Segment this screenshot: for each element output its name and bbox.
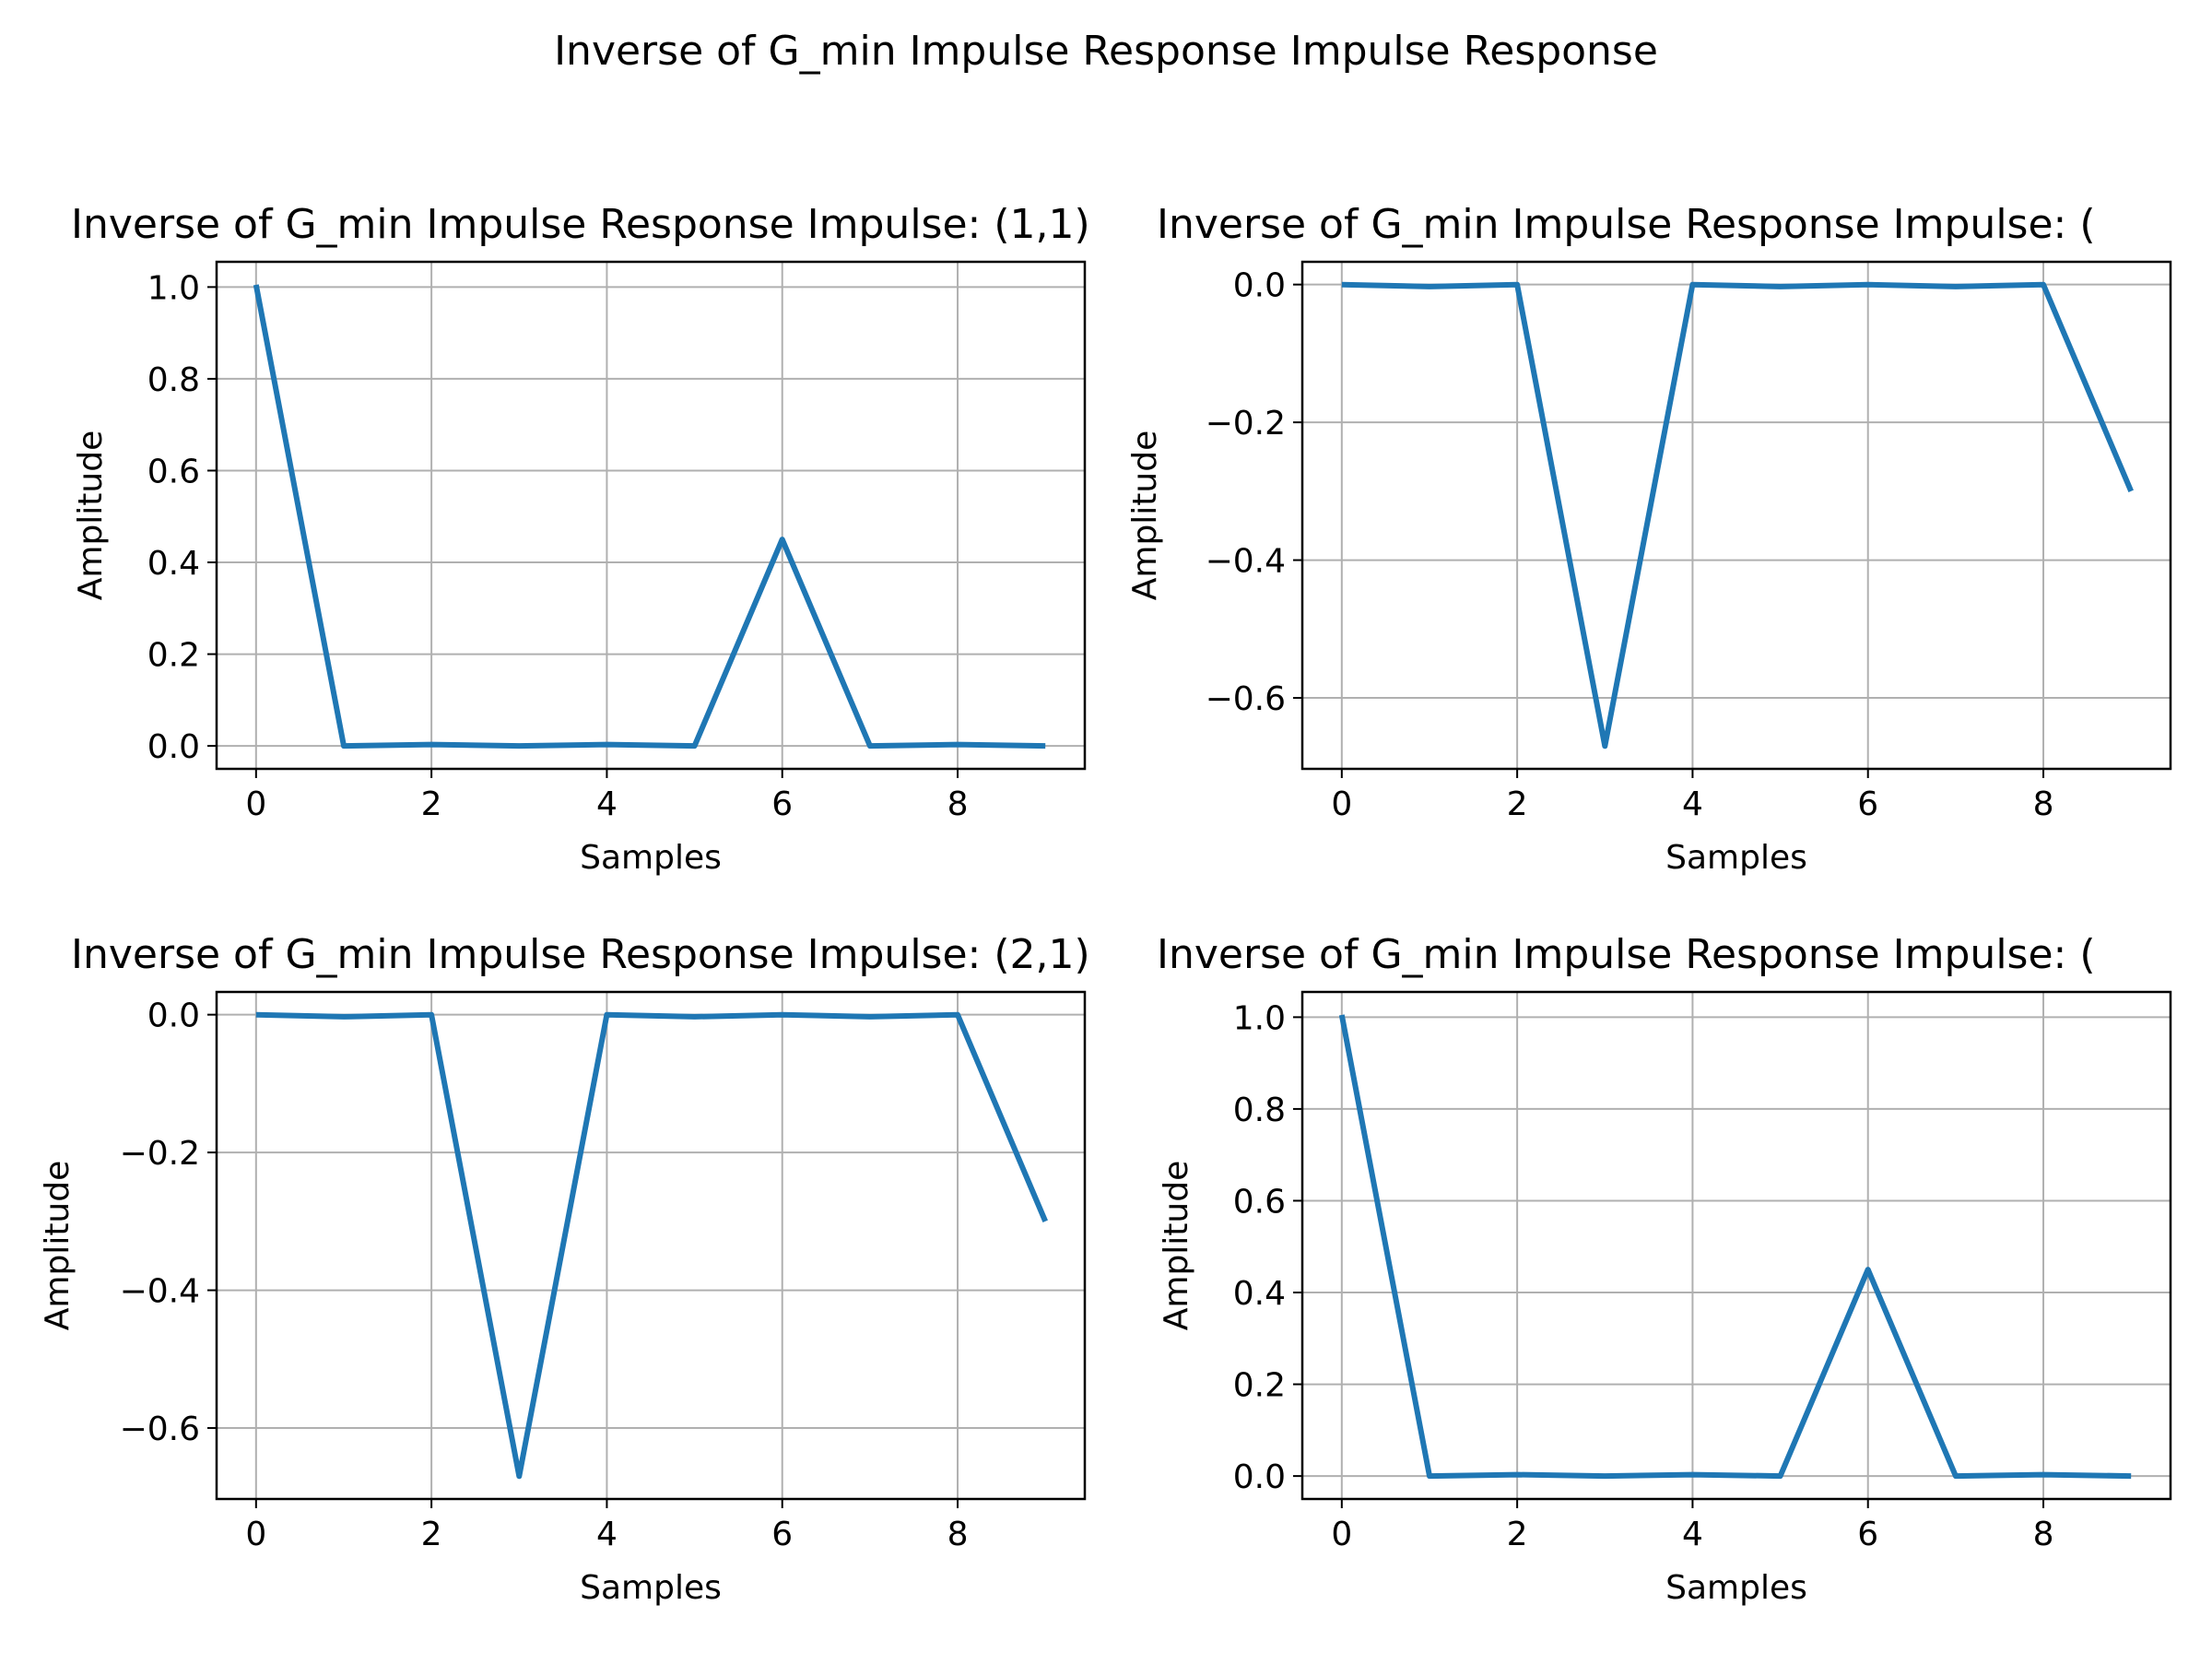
y-tick-label: −0.6 xyxy=(120,1410,200,1448)
y-tick-label: 1.0 xyxy=(147,269,200,307)
x-tick-label: 0 xyxy=(245,785,266,823)
x-tick-label: 8 xyxy=(947,1516,969,1553)
axes-frame xyxy=(1300,990,2172,1501)
x-tick-label: 4 xyxy=(1682,785,1703,823)
x-tick-label: 8 xyxy=(2033,785,2054,823)
y-tick-label: 0.0 xyxy=(147,997,200,1035)
y-tick-label: 0.2 xyxy=(1233,1367,1286,1405)
y-tick-label: 0.0 xyxy=(1233,267,1286,305)
y-tick-label: −0.4 xyxy=(120,1273,200,1311)
subplot-2: 0 2 4 6 8 0.0 −0.2 −0.4 −0.6 Inverse of G_min Imp… xyxy=(1126,201,2172,877)
y-tick-label: −0.2 xyxy=(1206,405,1286,443)
x-tick-label: 8 xyxy=(947,785,969,823)
x-tick-label: 0 xyxy=(245,1516,266,1553)
y-axis-label: Amplitude xyxy=(1158,1161,1195,1330)
y-tick-label: −0.4 xyxy=(1206,543,1286,581)
x-tick-label: 8 xyxy=(2033,1516,2054,1553)
y-tick-label: 0.4 xyxy=(1233,1275,1286,1313)
x-tick-label: 0 xyxy=(1331,1516,1352,1553)
x-axis-label: Samples xyxy=(1665,1569,1807,1607)
x-tick-label: 2 xyxy=(1507,785,1528,823)
x-tick-label: 4 xyxy=(596,1516,618,1553)
y-tick-label: 0.6 xyxy=(147,453,200,490)
subplot-title: Inverse of G_min Impulse Response Impuls… xyxy=(71,931,1090,978)
y-tick-label: 0.8 xyxy=(1233,1092,1286,1129)
y-tick-label: 0.4 xyxy=(147,545,200,583)
y-tick-label: −0.6 xyxy=(1206,680,1286,718)
y-tick-label: 0.8 xyxy=(147,361,200,399)
figure-suptitle: Inverse of G_min Impulse Response Impuls… xyxy=(554,28,1658,75)
x-axis-label: Samples xyxy=(580,839,722,877)
x-tick-label: 4 xyxy=(596,785,618,823)
y-tick-label: 0.2 xyxy=(147,637,200,675)
x-tick-label: 2 xyxy=(421,785,442,823)
subplot-4: 0 2 4 6 8 0.0 0.2 0.4 0.6 0.8 1.0 Inverse of G_min … xyxy=(1157,931,2172,1607)
y-tick-label: 0.0 xyxy=(147,728,200,766)
x-tick-label: 6 xyxy=(771,785,793,823)
subplot-1: 0 2 4 6 8 0.0 0.2 0.4 0.6 0.8 1.0 Inverse of G_min … xyxy=(71,201,1090,877)
y-tick-label: −0.2 xyxy=(120,1135,200,1173)
axes-frame xyxy=(215,990,1087,1501)
y-axis-label: Amplitude xyxy=(72,431,110,600)
y-tick-label: 0.0 xyxy=(1233,1458,1286,1496)
y-axis-label: Amplitude xyxy=(39,1161,76,1330)
y-axis-label: Amplitude xyxy=(1126,431,1164,600)
x-tick-label: 4 xyxy=(1682,1516,1703,1553)
subplot-title: Inverse of G_min Impulse Response Impuls… xyxy=(1157,201,2096,248)
subplot-title: Inverse of G_min Impulse Response Impuls… xyxy=(1157,931,2096,978)
axes-frame xyxy=(215,260,1087,771)
x-axis-label: Samples xyxy=(1665,839,1807,877)
series-line xyxy=(1338,1014,2132,1480)
x-tick-label: 6 xyxy=(1857,1516,1878,1553)
series-line xyxy=(1341,281,2134,749)
x-axis-label: Samples xyxy=(580,1569,722,1607)
x-tick-label: 6 xyxy=(1857,785,1878,823)
x-tick-label: 2 xyxy=(421,1516,442,1553)
y-tick-label: 0.6 xyxy=(1233,1183,1286,1221)
axes-frame xyxy=(1300,260,2172,771)
y-tick-label: 1.0 xyxy=(1233,999,1286,1037)
subplot-title: Inverse of G_min Impulse Response Impuls… xyxy=(71,201,1090,248)
subplot-3: 0 2 4 6 8 0.0 −0.2 −0.4 −0.6 Inverse of G_min Imp… xyxy=(39,931,1090,1607)
x-tick-label: 0 xyxy=(1331,785,1352,823)
series-line xyxy=(253,284,1046,749)
x-tick-label: 6 xyxy=(771,1516,793,1553)
x-tick-label: 2 xyxy=(1507,1516,1528,1553)
series-line xyxy=(255,1011,1048,1480)
